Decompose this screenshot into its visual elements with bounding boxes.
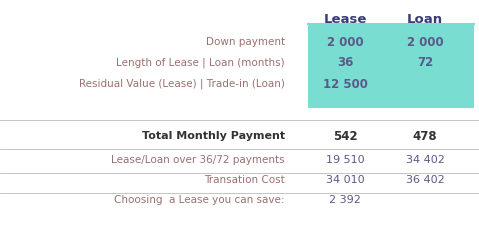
Text: Transation Cost: Transation Cost — [204, 175, 285, 185]
Text: 478: 478 — [413, 130, 437, 142]
Text: Lease/Loan over 36/72 payments: Lease/Loan over 36/72 payments — [112, 155, 285, 165]
Text: Loan: Loan — [407, 13, 443, 26]
Text: 542: 542 — [333, 130, 357, 142]
Text: 12 500: 12 500 — [322, 78, 367, 91]
Text: Total Monthly Payment: Total Monthly Payment — [142, 131, 285, 141]
Text: 2 392: 2 392 — [329, 195, 361, 205]
Text: 36 402: 36 402 — [406, 175, 445, 185]
Text: 19 510: 19 510 — [326, 155, 365, 165]
Text: 34 402: 34 402 — [406, 155, 445, 165]
FancyBboxPatch shape — [308, 24, 474, 108]
Text: Length of Lease | Loan (months): Length of Lease | Loan (months) — [116, 58, 285, 68]
Text: 2 000: 2 000 — [327, 35, 363, 49]
Text: Lease: Lease — [323, 13, 367, 26]
Text: Down payment: Down payment — [206, 37, 285, 47]
Text: 72: 72 — [417, 57, 433, 70]
Text: 2 000: 2 000 — [407, 35, 443, 49]
Text: Residual Value (Lease) | Trade-in (Loan): Residual Value (Lease) | Trade-in (Loan) — [79, 79, 285, 89]
Text: Choosing  a Lease you can save:: Choosing a Lease you can save: — [114, 195, 285, 205]
Text: 34 010: 34 010 — [326, 175, 365, 185]
Text: 36: 36 — [337, 57, 353, 70]
